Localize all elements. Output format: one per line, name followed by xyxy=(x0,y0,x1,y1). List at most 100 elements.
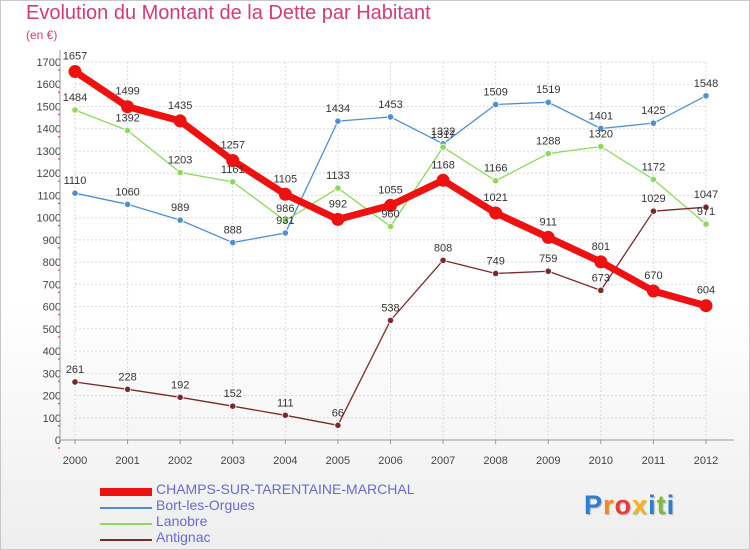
data-point-bort-les-orgues xyxy=(281,229,289,237)
data-label-bort-les-orgues: 1332 xyxy=(431,126,455,138)
logo-letter: t xyxy=(656,490,667,520)
data-point-antignac xyxy=(229,402,237,410)
x-tick-label: 2010 xyxy=(589,455,613,467)
data-label-lanobre: 1166 xyxy=(484,163,508,175)
line-chart: 0 100 200 300 400 500 600 700 800 900 1000 1100 1200… xyxy=(37,50,734,467)
data-point-antignac xyxy=(649,207,658,215)
data-point-bort-les-orgues xyxy=(71,189,79,197)
data-label-champs-sur-tarentaine-marchal: 992 xyxy=(329,198,347,210)
data-label-bort-les-orgues: 1060 xyxy=(115,186,139,198)
logo-letter: i xyxy=(666,490,676,520)
data-label-bort-les-orgues: 1425 xyxy=(641,105,665,117)
y-tick-label: 1200 xyxy=(37,168,61,180)
x-tick-label: 2007 xyxy=(431,455,455,467)
data-point-antignac xyxy=(702,203,710,211)
data-point-antignac xyxy=(334,421,342,429)
y-tick-label: 1100 xyxy=(37,190,61,202)
data-point-lanobre xyxy=(71,106,79,114)
data-label-lanobre: 1320 xyxy=(589,128,613,140)
data-point-champs-sur-tarentaine-marchal xyxy=(541,230,555,244)
data-point-lanobre xyxy=(702,220,710,228)
data-label-lanobre: 1484 xyxy=(63,92,87,104)
data-point-champs-sur-tarentaine-marchal xyxy=(384,198,397,212)
data-label-lanobre: 1133 xyxy=(326,170,350,182)
proxiti-logo: Proxiti xyxy=(584,490,675,521)
legend-swatch xyxy=(100,507,152,509)
y-tick-label: 1000 xyxy=(37,213,61,225)
y-tick-label: 900 xyxy=(43,235,61,247)
data-point-lanobre xyxy=(649,175,658,184)
legend-label: Lanobre xyxy=(156,513,208,529)
x-tick-label: 2003 xyxy=(221,455,245,467)
x-tick-label: 2001 xyxy=(115,455,139,467)
data-point-champs-sur-tarentaine-marchal xyxy=(594,255,608,269)
legend-swatch xyxy=(100,523,152,525)
data-point-lanobre xyxy=(544,150,552,158)
data-label-antignac: 1029 xyxy=(641,193,665,205)
legend-label: Bort-les-Orgues xyxy=(156,497,255,513)
x-tick-label: 2009 xyxy=(536,455,560,467)
data-point-bort-les-orgues xyxy=(649,119,658,127)
data-point-lanobre xyxy=(492,177,500,185)
data-label-bort-les-orgues: 1434 xyxy=(326,103,350,115)
chart-title: Evolution du Montant de la Dette par Hab… xyxy=(26,2,431,24)
data-label-antignac: 759 xyxy=(539,253,557,265)
x-tick-label: 2012 xyxy=(694,455,718,467)
data-point-lanobre xyxy=(229,178,237,186)
data-point-bort-les-orgues xyxy=(597,124,605,133)
logo-letter: x xyxy=(632,490,649,520)
data-label-lanobre: 1172 xyxy=(642,161,666,173)
data-label-champs-sur-tarentaine-marchal: 801 xyxy=(592,241,610,253)
x-tick-label: 2002 xyxy=(168,455,192,467)
y-tick-label: 1400 xyxy=(37,124,61,136)
logo-letter: i xyxy=(648,490,657,520)
data-label-bort-les-orgues: 1110 xyxy=(64,175,87,187)
data-label-lanobre: 971 xyxy=(697,206,715,218)
data-point-antignac xyxy=(597,286,605,294)
data-point-antignac xyxy=(492,269,500,278)
y-tick-label: 700 xyxy=(43,279,61,291)
data-label-champs-sur-tarentaine-marchal: 1257 xyxy=(221,140,245,152)
data-point-lanobre xyxy=(123,126,132,135)
x-tick-label: 2011 xyxy=(642,455,666,467)
data-point-bort-les-orgues xyxy=(229,238,237,247)
chart-series xyxy=(68,65,713,429)
data-label-bort-les-orgues: 989 xyxy=(171,202,189,214)
data-label-champs-sur-tarentaine-marchal: 670 xyxy=(644,270,662,282)
legend-label: CHAMPS-SUR-TARENTAINE-MARCHAL xyxy=(156,481,415,497)
data-point-lanobre xyxy=(176,168,184,177)
data-point-antignac xyxy=(71,378,79,386)
data-label-lanobre: 1203 xyxy=(168,155,192,167)
data-label-champs-sur-tarentaine-marchal: 1021 xyxy=(483,192,507,204)
data-label-bort-les-orgues: 888 xyxy=(224,225,242,237)
data-label-bort-les-orgues: 931 xyxy=(276,215,294,227)
data-label-antignac: 538 xyxy=(381,302,399,314)
data-point-lanobre xyxy=(439,143,447,151)
data-point-champs-sur-tarentaine-marchal xyxy=(226,154,240,168)
data-label-bort-les-orgues: 1401 xyxy=(589,110,613,122)
data-point-lanobre xyxy=(281,217,289,225)
data-point-champs-sur-tarentaine-marchal xyxy=(646,284,660,298)
data-label-champs-sur-tarentaine-marchal: 911 xyxy=(539,216,557,228)
data-point-antignac xyxy=(544,267,552,275)
data-label-champs-sur-tarentaine-marchal: 1055 xyxy=(378,184,402,196)
data-point-champs-sur-tarentaine-marchal xyxy=(68,65,82,79)
data-point-bort-les-orgues xyxy=(386,113,395,121)
data-point-champs-sur-tarentaine-marchal xyxy=(173,114,187,128)
data-label-champs-sur-tarentaine-marchal: 1499 xyxy=(115,86,139,98)
y-tick-label: 600 xyxy=(43,302,61,314)
data-point-champs-sur-tarentaine-marchal xyxy=(436,173,450,187)
data-label-antignac: 111 xyxy=(277,397,294,409)
data-label-bort-les-orgues: 1509 xyxy=(483,86,507,98)
chart-data-labels: 1110 1060 989 888 931 1434 1453 1332 1509 1519 140… xyxy=(63,51,718,420)
data-label-bort-les-orgues: 1548 xyxy=(694,78,718,90)
data-point-bort-les-orgues xyxy=(176,216,184,224)
data-point-lanobre xyxy=(334,184,342,192)
data-label-antignac: 228 xyxy=(118,371,136,383)
legend-swatch xyxy=(100,539,152,541)
data-point-antignac xyxy=(386,316,395,324)
logo-letter: P xyxy=(584,490,604,520)
data-point-antignac xyxy=(281,411,289,419)
data-label-lanobre: 1392 xyxy=(115,112,139,124)
data-point-bort-les-orgues xyxy=(334,117,342,125)
